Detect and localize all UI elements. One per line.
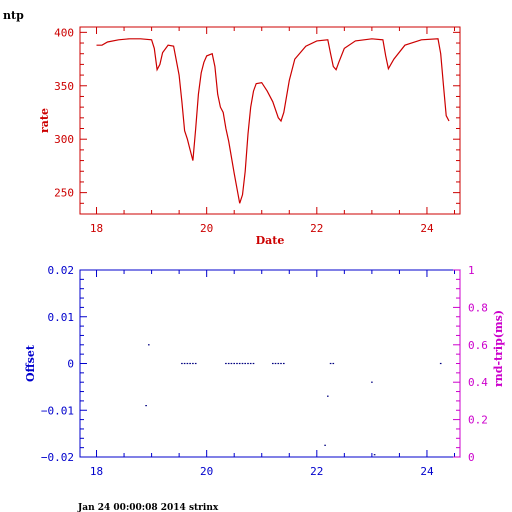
offset-point <box>332 362 335 365</box>
offset-point <box>241 362 244 365</box>
offset-point <box>274 362 277 365</box>
rnd-trip-tick-label: 0.4 <box>468 376 488 389</box>
offset-point <box>183 362 186 365</box>
offset-point <box>194 362 197 365</box>
offset-point <box>181 362 183 365</box>
rate-x-tick-label: 24 <box>420 222 434 235</box>
offset-plot-frame <box>79 269 461 458</box>
offset-point <box>327 395 329 397</box>
offset-point <box>233 362 235 365</box>
app-label: ntp <box>3 9 24 22</box>
offset-point <box>439 362 442 365</box>
offset-point <box>272 362 274 365</box>
offset-x-tick-label: 20 <box>200 465 213 478</box>
offset-y-tick-label: 0.01 <box>48 311 75 324</box>
offset-y-tick-label: −0.01 <box>41 404 74 417</box>
offset-point <box>324 444 326 446</box>
offset-y-axis-label: Offset <box>24 344 37 382</box>
rnd-trip-tick-label: 1 <box>468 264 475 277</box>
offset-point <box>192 362 194 365</box>
offset-x-tick-label: 18 <box>90 465 103 478</box>
rate-x-tick-label: 22 <box>310 222 323 235</box>
rate-x-axis-label: Date <box>256 234 285 247</box>
offset-y-tick-label: 0 <box>67 358 74 371</box>
footer-timestamp: Jan 24 00:00:08 2014 strinx <box>77 503 219 512</box>
offset-point <box>225 362 227 365</box>
rate-y-tick-label: 250 <box>54 187 74 200</box>
rate-x-tick-labels: 18 20 22 24 <box>90 222 434 235</box>
offset-y-tick-label: 0.02 <box>48 264 75 277</box>
offset-point <box>252 362 255 365</box>
offset-point <box>280 362 282 365</box>
offset-point <box>145 405 147 407</box>
rate-y-tick-label: 350 <box>54 80 74 93</box>
offset-point <box>227 362 230 365</box>
rate-series-line <box>96 38 450 204</box>
offset-point <box>186 362 189 365</box>
offset-point <box>236 362 238 365</box>
offset-point <box>230 362 233 365</box>
offset-y-tick-label: −0.02 <box>41 451 74 464</box>
rate-y-axis-label: rate <box>38 108 51 133</box>
offset-point <box>329 362 332 365</box>
offset-point <box>148 344 150 346</box>
rate-ticks <box>80 27 460 215</box>
rnd-trip-tick-label: 0.8 <box>468 301 488 314</box>
rate-y-tick-label: 400 <box>54 26 74 39</box>
offset-y-tick-labels: −0.02 −0.01 0 0.01 0.02 <box>41 264 74 464</box>
rate-y-tick-label: 300 <box>54 133 74 146</box>
rate-plot-frame <box>79 26 461 215</box>
rnd-trip-axis-label: rnd-trip(ms) <box>492 310 505 387</box>
rate-y-tick-labels: 250 300 350 400 <box>54 26 74 199</box>
rnd-trip-tick-label: 0.2 <box>468 414 488 427</box>
rnd-trip-tick-label: 0.6 <box>468 339 488 352</box>
rate-x-tick-label: 20 <box>200 222 213 235</box>
offset-point <box>283 362 285 365</box>
offset-point <box>238 362 241 365</box>
offset-ticks <box>80 269 460 458</box>
offset-point <box>244 362 246 365</box>
offset-x-tick-labels: 18 20 22 24 <box>90 465 434 478</box>
offset-point <box>189 362 191 365</box>
offset-points <box>145 344 442 456</box>
offset-x-tick-label: 24 <box>420 465 434 478</box>
rate-chart: 18 20 22 24 250 300 350 400 Date rate <box>38 26 461 247</box>
offset-point <box>373 454 376 456</box>
offset-x-tick-label: 22 <box>310 465 323 478</box>
offset-point <box>371 381 373 383</box>
offset-point <box>277 362 280 365</box>
offset-point <box>249 362 252 365</box>
rnd-trip-tick-labels: 0 0.2 0.4 0.6 0.8 1 <box>468 264 488 464</box>
offset-point <box>247 362 249 365</box>
rnd-trip-tick-label: 0 <box>468 451 475 464</box>
rate-x-tick-label: 18 <box>90 222 103 235</box>
